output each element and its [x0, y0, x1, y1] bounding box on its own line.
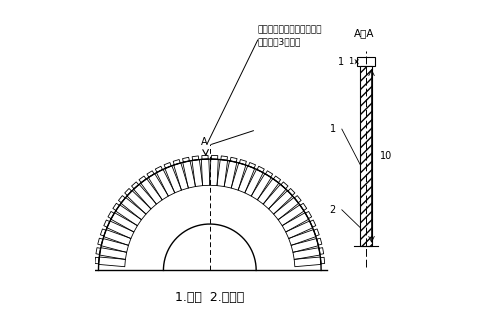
Text: 每片点焊3处均布: 每片点焊3处均布	[258, 37, 301, 46]
Text: 10: 10	[380, 151, 392, 161]
Bar	[356, 57, 375, 66]
Text: 1: 1	[338, 57, 344, 67]
Text: 1: 1	[330, 124, 336, 134]
Text: 每齿中间一片点焊在槽楔上: 每齿中间一片点焊在槽楔上	[258, 25, 322, 34]
Text: 1.端板  2.齿压条: 1.端板 2.齿压条	[175, 291, 244, 305]
Text: A－A: A－A	[354, 28, 374, 38]
Text: A: A	[201, 137, 207, 147]
Text: 2: 2	[330, 205, 336, 215]
Text: 1: 1	[348, 57, 354, 66]
Bar	[360, 66, 372, 246]
